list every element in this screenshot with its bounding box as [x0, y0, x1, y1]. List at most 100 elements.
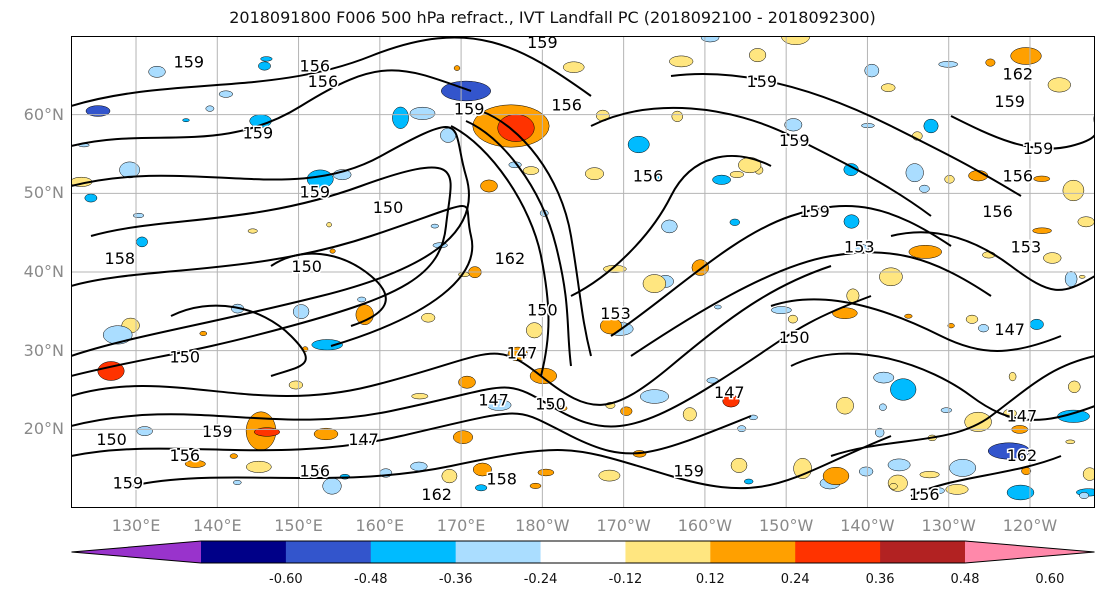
anomaly-patch: [923, 118, 939, 134]
anomaly-patch: [421, 312, 436, 323]
contour-value-label: 153: [1011, 237, 1042, 256]
anomaly-patch: [355, 304, 374, 325]
anomaly-patch: [933, 487, 945, 494]
contour-value-label: 150: [170, 348, 201, 367]
anomaly-patch: [409, 106, 436, 120]
contour-value-label: 162: [1007, 446, 1038, 465]
anomaly-patch: [965, 314, 979, 324]
contour-value-label: 156: [300, 462, 331, 481]
anomaly-patch: [889, 483, 898, 490]
anomaly-patch: [640, 389, 669, 404]
contour-value-label: 147: [478, 391, 509, 410]
anomaly-patch: [864, 63, 880, 78]
anomaly-patch: [905, 163, 924, 183]
anomaly-patch: [453, 65, 461, 71]
anomaly-patch: [184, 459, 206, 468]
anomaly-patch: [1029, 318, 1044, 330]
anomaly-patch: [205, 105, 215, 112]
contour-value-label: 147: [714, 383, 745, 402]
lat-label-50n: 50°N: [23, 183, 64, 203]
anomaly-patch: [458, 375, 476, 389]
lon-label-170w: 170°W: [596, 516, 651, 535]
ivt-contour-lines: [71, 36, 1095, 497]
contour-value-label: 147: [507, 344, 538, 363]
anomaly-patch: [441, 80, 491, 102]
anomaly-patch: [392, 106, 409, 129]
anomaly-patch: [411, 393, 429, 400]
contour-line: [71, 69, 472, 147]
contour-value-label: 156: [551, 96, 582, 115]
anomaly-patch: [947, 323, 955, 329]
contour-line: [910, 455, 1062, 497]
contour-value-label: 159: [202, 422, 233, 441]
contour-value-label: 147: [348, 430, 379, 449]
anomaly-patch: [1082, 467, 1095, 481]
anomaly-patch: [822, 466, 850, 486]
contour-line: [630, 251, 992, 357]
contour-line: [71, 166, 452, 377]
colorbar-tick: 0.12: [695, 572, 725, 587]
contour-value-labels: 159 1561561591561591591561591591591501501…: [95, 36, 1055, 506]
anomaly-patch: [712, 174, 731, 185]
contour-value-label: 159: [174, 53, 205, 72]
contour-value-label: 150: [527, 300, 558, 319]
anomaly-patch: [246, 460, 272, 473]
anomaly-patch: [832, 307, 858, 319]
contour-value-label: 156: [909, 485, 940, 504]
anomaly-patch: [526, 322, 543, 339]
anomaly-patch: [537, 468, 555, 477]
contour-value-label: 162: [495, 249, 526, 268]
colorbar-segment: [285, 541, 372, 563]
anomaly-patch: [326, 222, 332, 228]
anomaly-patch: [620, 406, 633, 416]
anomaly-patch: [292, 304, 310, 319]
anomaly-patch: [737, 425, 747, 433]
anomaly-patch: [669, 55, 694, 68]
colorbar-outline: [71, 540, 1095, 564]
anomaly-patch: [1008, 372, 1017, 382]
anomaly-patch: [472, 462, 492, 477]
anomaly-patch: [700, 36, 720, 43]
colorbar-tick: 0.24: [780, 572, 810, 587]
anomaly-patch: [642, 274, 667, 293]
contour-line: [590, 106, 932, 217]
anomaly-patch: [313, 427, 339, 441]
anomaly-patch: [836, 397, 854, 415]
contour-value-label: 156: [300, 56, 331, 75]
anomaly-patch: [879, 403, 887, 411]
contour-value-label: 159: [747, 72, 778, 91]
contour-line: [610, 205, 952, 337]
anomaly-patch: [233, 480, 242, 485]
contour-value-label: 162: [1003, 64, 1034, 83]
anomaly-patch: [529, 482, 542, 489]
anomaly-patch: [247, 228, 258, 234]
contour-line: [170, 304, 307, 377]
anomaly-patch: [453, 430, 473, 444]
contour-value-label: 153: [844, 237, 875, 256]
colorbar-segment: [201, 541, 287, 563]
colorbar: [71, 540, 1095, 564]
lon-label-140e: 140°E: [192, 516, 242, 535]
contour-value-label: 153: [600, 304, 631, 323]
anomaly-patch: [744, 478, 754, 485]
anomaly-patch: [85, 105, 111, 117]
contour-value-label: 150: [779, 328, 810, 347]
anomaly-patch: [522, 166, 540, 175]
contour-line: [71, 295, 872, 428]
lon-label-180w: 180°W: [515, 516, 570, 535]
anomaly-patch: [102, 325, 133, 345]
contour-value-label: 158: [105, 249, 136, 268]
contour-line: [71, 205, 474, 347]
contour-value-label: 156: [982, 202, 1013, 221]
map-title: 2018091800 F006 500 hPa refract., IVT La…: [229, 8, 876, 27]
anomaly-patch: [260, 56, 273, 62]
contour-value-label: 159: [1023, 139, 1054, 158]
anomaly-patch: [682, 407, 697, 422]
contour-value-label: 159: [243, 123, 274, 142]
anomaly-patch: [430, 223, 439, 229]
anomaly-patch: [730, 457, 748, 473]
anomaly-patch: [880, 83, 896, 92]
contour-value-label: 159: [454, 100, 485, 119]
lat-label-40n: 40°N: [23, 262, 64, 281]
anomaly-patch: [311, 339, 343, 351]
